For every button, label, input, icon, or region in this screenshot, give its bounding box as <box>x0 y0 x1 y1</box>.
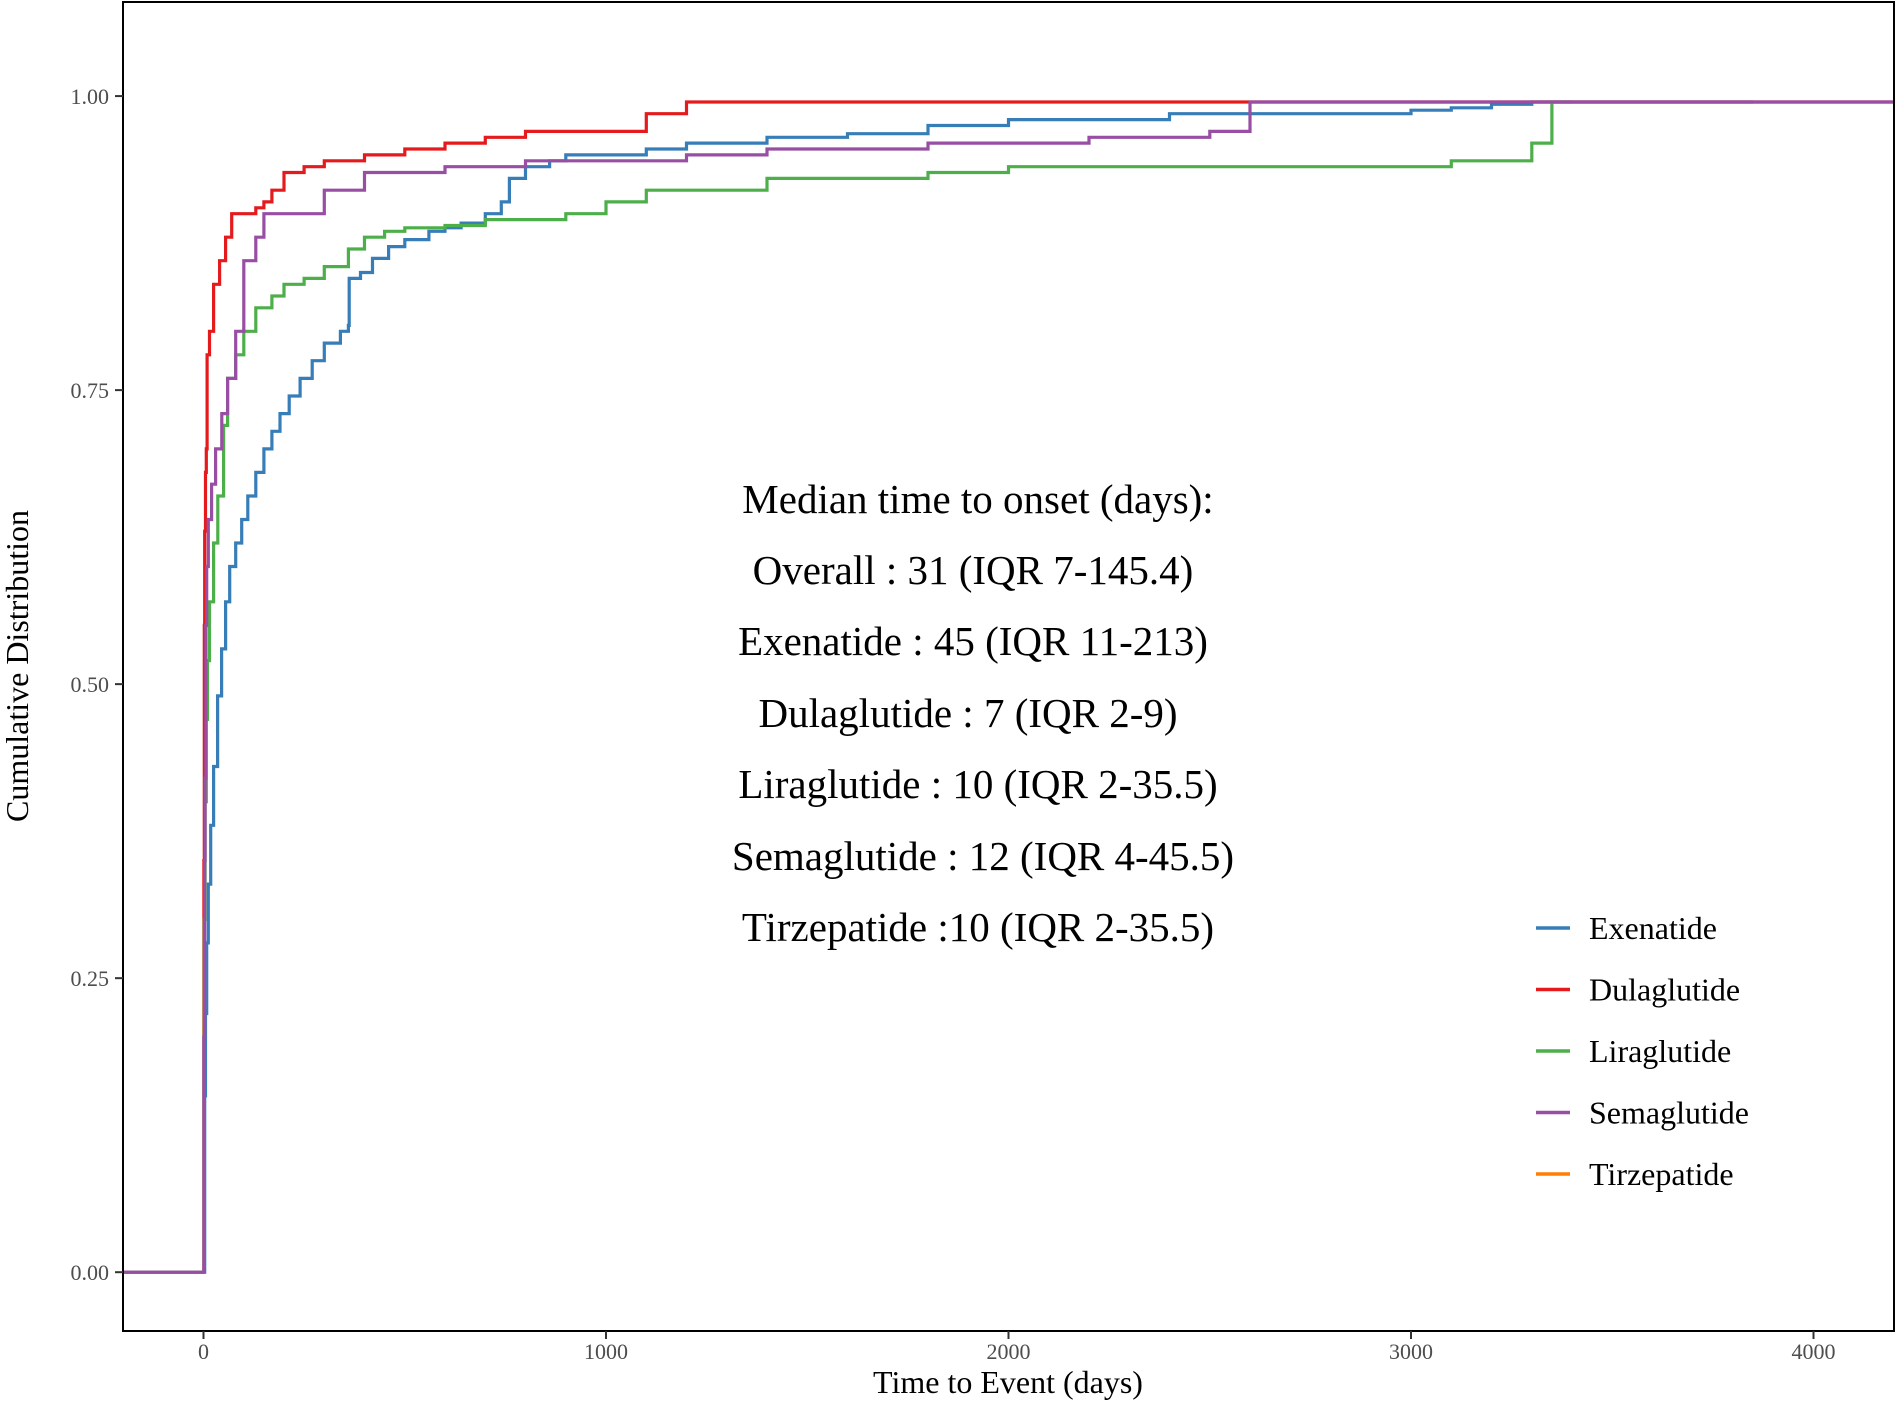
annotation-overall: Overall : 31 (IQR 7-145.4) <box>753 547 1194 593</box>
annotation-tirzepatide: Tirzepatide :10 (IQR 2-35.5) <box>742 904 1214 950</box>
legend-label-semaglutide: Semaglutide <box>1589 1095 1749 1131</box>
y-tick-label: 0.25 <box>71 966 110 991</box>
y-tick-label: 0.50 <box>71 672 110 697</box>
legend: Exenatide Dulaglutide Liraglutide Semagluti… <box>1536 910 1749 1192</box>
axis-layer: 0.00 0.25 0.50 0.75 1.00 0 1000 2000 3000 4000 <box>71 84 1836 1364</box>
legend-label-dulaglutide: Dulaglutide <box>1589 972 1740 1008</box>
series-line-semaglutide <box>123 100 1894 1274</box>
series-layer <box>123 100 1894 1274</box>
y-tick-label: 0.75 <box>71 378 110 403</box>
x-tick-label: 0 <box>198 1339 209 1364</box>
y-tick-label: 1.00 <box>71 84 110 109</box>
annotation-title: Median time to onset (days): <box>742 476 1213 522</box>
median-annotation: Median time to onset (days): Overall : 3… <box>732 476 1234 950</box>
legend-label-exenatide: Exenatide <box>1589 910 1717 946</box>
x-tick-label: 2000 <box>987 1339 1031 1364</box>
annotation-exenatide: Exenatide : 45 (IQR 11-213) <box>738 618 1208 664</box>
y-axis-title: Cumulative Distribution <box>0 510 35 822</box>
y-tick-label: 0.00 <box>71 1260 110 1285</box>
series-line-dulaglutide <box>123 100 1894 1274</box>
annotation-semaglutide: Semaglutide : 12 (IQR 4-45.5) <box>732 833 1234 879</box>
legend-label-liraglutide: Liraglutide <box>1589 1033 1731 1069</box>
annotation-liraglutide: Liraglutide : 10 (IQR 2-35.5) <box>738 761 1217 807</box>
x-tick-label: 4000 <box>1792 1339 1836 1364</box>
series-line-liraglutide <box>123 100 1572 1274</box>
x-tick-label: 3000 <box>1389 1339 1433 1364</box>
annotation-dulaglutide: Dulaglutide : 7 (IQR 2-9) <box>758 690 1177 736</box>
legend-label-tirzepatide: Tirzepatide <box>1589 1156 1734 1192</box>
x-axis-title: Time to Event (days) <box>873 1364 1143 1400</box>
series-line-exenatide <box>123 100 1754 1274</box>
x-tick-label: 1000 <box>584 1339 628 1364</box>
